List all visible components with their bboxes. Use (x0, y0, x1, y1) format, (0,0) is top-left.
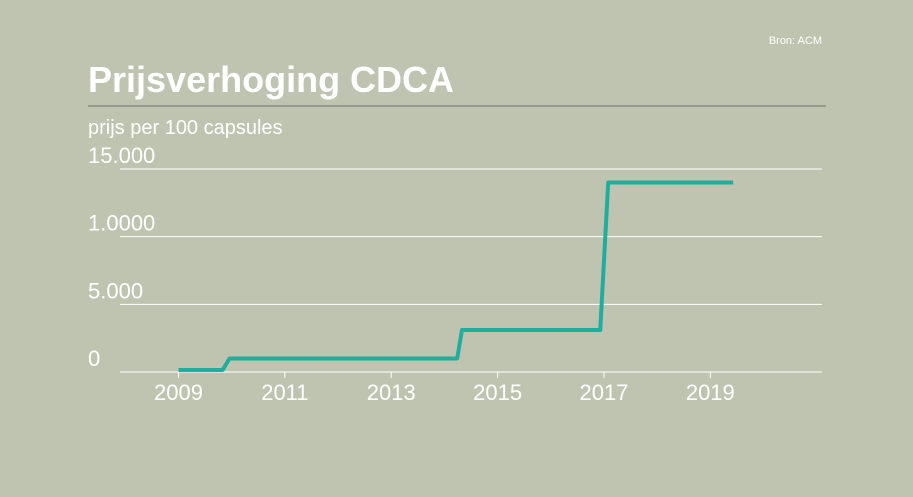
x-tick-label: 2015 (473, 380, 522, 405)
x-tick-label: 2011 (261, 380, 308, 405)
x-tick-label: 2009 (154, 380, 203, 405)
y-tick-label: 0 (88, 346, 100, 371)
y-tick-label: 1.0000 (88, 211, 155, 236)
subtitle: prijs per 100 capsules (88, 117, 283, 139)
y-tick-label: 5.000 (88, 278, 143, 303)
y-tick-label: 15.000 (88, 143, 155, 168)
x-tick-label: 2019 (686, 380, 735, 405)
source: Bron: ACM (769, 35, 822, 47)
x-tick-label: 2013 (367, 380, 416, 405)
data-line (178, 180, 734, 372)
x-tick-label: 2017 (579, 380, 628, 405)
chart-title: Prijsverhoging CDCA (88, 59, 454, 100)
